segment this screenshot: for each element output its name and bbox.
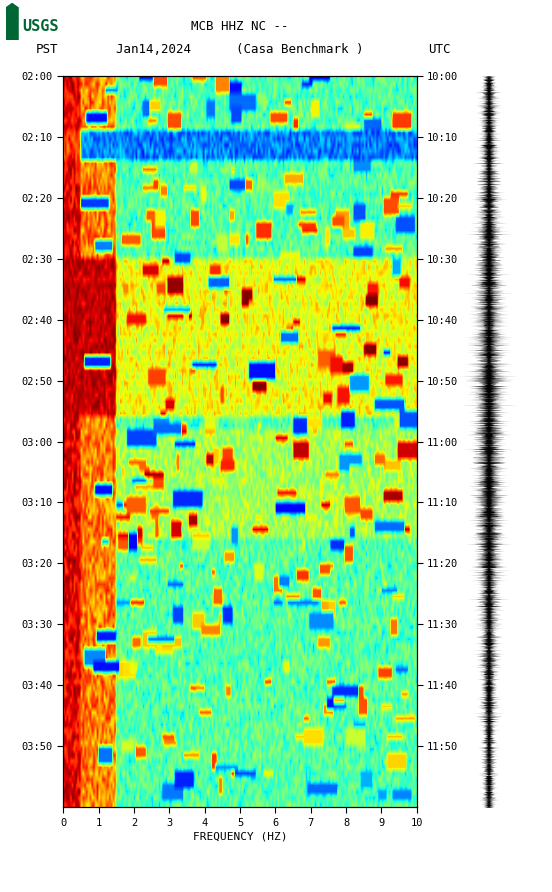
Text: Jan14,2024      (Casa Benchmark ): Jan14,2024 (Casa Benchmark ) [116,43,364,56]
Text: PST: PST [35,43,58,56]
Text: UTC: UTC [428,43,450,56]
Text: MCB HHZ NC --: MCB HHZ NC -- [192,20,289,33]
Polygon shape [6,3,19,40]
Text: USGS: USGS [22,19,59,34]
X-axis label: FREQUENCY (HZ): FREQUENCY (HZ) [193,832,288,842]
